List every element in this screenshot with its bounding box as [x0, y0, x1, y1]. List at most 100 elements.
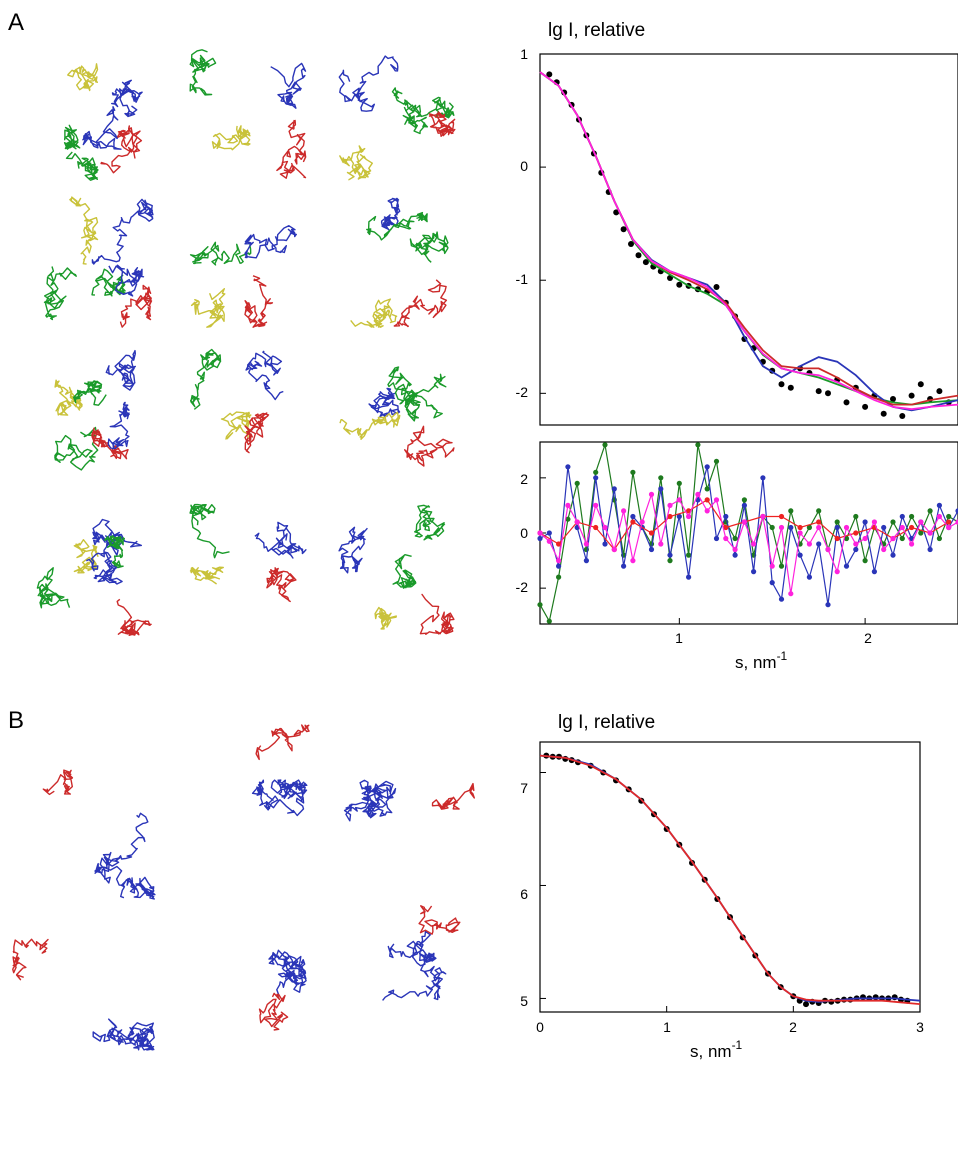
chain-5: [86, 551, 123, 585]
domain-model-3: [12, 938, 155, 1051]
data-point: [806, 524, 813, 531]
data-point: [769, 563, 775, 569]
data-point: [574, 519, 580, 525]
panel-a-structure-images: [36, 49, 456, 636]
data-point: [908, 392, 915, 399]
data-point: [741, 497, 748, 503]
chain-4: [91, 268, 126, 297]
data-point: [843, 399, 850, 406]
data-point: [621, 563, 627, 569]
data-point: [635, 252, 642, 259]
data-point: [816, 524, 822, 531]
tetramer-model-0-0: [63, 63, 143, 181]
data-point: [630, 519, 636, 525]
data-point: [816, 508, 822, 514]
data-point: [797, 530, 803, 536]
chain-3: [393, 279, 448, 328]
chain-1: [91, 198, 154, 265]
tetramer-model-2-2: [339, 366, 455, 467]
chain-5: [108, 264, 145, 297]
data-point: [695, 491, 701, 497]
chain-4: [392, 554, 417, 589]
data-point: [862, 535, 868, 542]
b-ytick-7: 7: [520, 780, 528, 796]
chain-3: [116, 598, 152, 636]
tetramer-model-0-1: [189, 49, 307, 179]
data-point: [890, 552, 896, 558]
data-point: [676, 480, 682, 486]
chain-0: [190, 348, 222, 410]
a-bot-xtick-2: 2: [864, 630, 872, 646]
core-domain: [251, 779, 308, 817]
b-xtick-0: 0: [536, 1019, 544, 1035]
data-point: [642, 259, 649, 266]
data-point: [890, 396, 896, 402]
panel-a-xlabel-base: s, nm: [735, 653, 777, 672]
panel-b-frame: [539, 741, 921, 1013]
tetramer-model-3-2: [338, 504, 455, 635]
data-point: [621, 508, 627, 514]
data-point: [909, 524, 915, 531]
panel-letter-b: B: [8, 707, 24, 734]
data-point: [565, 502, 571, 508]
flexible-domain: [418, 905, 461, 935]
data-point: [676, 497, 682, 503]
data-point: [788, 524, 794, 531]
chain-1: [105, 349, 136, 391]
data-point: [881, 524, 887, 531]
data-point: [648, 546, 655, 553]
panel-a-top-series: [539, 53, 958, 419]
data-point: [946, 519, 952, 525]
panel-a-top-plot: lg I, relative 1 0 -1 -2: [516, 20, 958, 426]
b-ytick-5: 5: [520, 993, 528, 1009]
core-domain: [92, 1018, 155, 1051]
data-point: [834, 569, 840, 575]
chain-2: [339, 411, 401, 440]
data-point: [676, 513, 682, 520]
data-point: [628, 241, 634, 247]
data-point: [602, 524, 608, 531]
chain-3: [428, 111, 456, 137]
data-point: [899, 413, 906, 419]
chain-0: [69, 196, 99, 265]
chain-0: [338, 526, 368, 574]
tetramer-model-0-2: [338, 55, 456, 181]
domain-model-5: [382, 905, 461, 1001]
chain-2: [43, 266, 77, 321]
data-point: [565, 516, 571, 522]
data-point: [955, 519, 958, 525]
data-point: [778, 563, 785, 569]
data-point: [788, 591, 794, 597]
data-point: [613, 209, 620, 216]
data-point: [778, 381, 785, 388]
data-point: [871, 519, 878, 525]
chain-2: [54, 426, 99, 471]
data-point: [797, 524, 803, 531]
data-point: [611, 486, 617, 492]
data-point: [936, 388, 943, 395]
data-point: [565, 464, 571, 470]
data-point: [556, 558, 562, 564]
chain-5: [82, 106, 122, 150]
data-point: [583, 541, 590, 547]
data-point: [909, 513, 915, 520]
data-point: [955, 508, 958, 514]
panel-letter-a: A: [8, 9, 24, 36]
chain-3: [419, 593, 455, 635]
data-point: [787, 384, 794, 391]
chain-1: [254, 521, 307, 559]
series-line-0-2: [539, 71, 958, 412]
tetramer-model-3-0: [36, 518, 152, 636]
tetramer-model-2-0: [54, 349, 136, 471]
chain-2: [339, 145, 373, 181]
tetramer-model-3-1: [189, 503, 307, 603]
data-point: [583, 558, 590, 564]
data-point: [593, 475, 599, 481]
data-point: [788, 508, 794, 514]
data-point: [751, 569, 757, 575]
data-point: [843, 535, 850, 542]
data-point: [658, 475, 664, 481]
chain-3: [404, 425, 455, 467]
a-bot-ytick-2: 2: [520, 471, 528, 487]
data-point: [853, 513, 859, 520]
